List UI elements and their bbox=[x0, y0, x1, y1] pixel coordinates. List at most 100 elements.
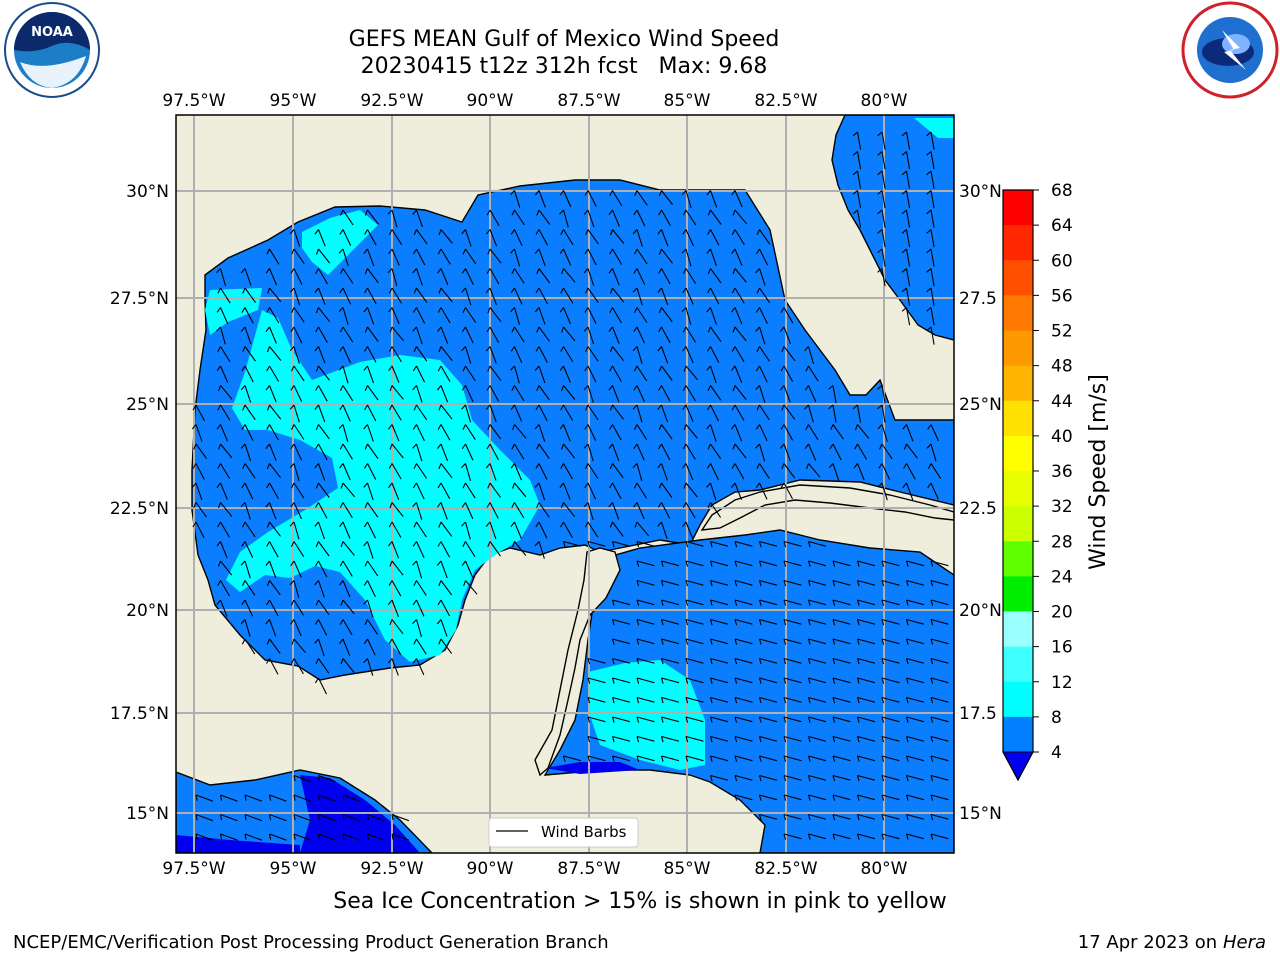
wind-barb bbox=[315, 443, 328, 461]
wind-barb bbox=[340, 209, 354, 226]
wind-barb bbox=[363, 463, 377, 480]
wind-barb bbox=[412, 326, 423, 345]
wind-barb bbox=[364, 385, 379, 401]
wind-barb bbox=[315, 599, 330, 616]
wind-barb bbox=[829, 443, 842, 461]
wind-barb bbox=[681, 307, 692, 325]
wind-barb bbox=[363, 521, 376, 539]
wind-barb bbox=[905, 677, 925, 684]
wind-barb bbox=[413, 229, 428, 245]
wind-barb bbox=[242, 580, 256, 596]
wind-barb bbox=[242, 404, 256, 421]
wind-barb bbox=[363, 482, 374, 501]
wind-barb bbox=[685, 657, 704, 665]
wind-barb bbox=[315, 385, 328, 402]
colorbar-tick-label: 8 bbox=[1051, 708, 1062, 728]
wind-barb bbox=[734, 774, 753, 782]
wind-barb bbox=[877, 151, 886, 170]
wind-barb bbox=[755, 385, 766, 403]
wind-barb bbox=[660, 599, 680, 606]
wind-barb bbox=[536, 385, 550, 401]
wind-barb bbox=[877, 209, 886, 228]
wind-barb bbox=[217, 463, 231, 480]
wind-barb bbox=[510, 346, 523, 364]
lon-label-bottom: 95°W bbox=[270, 859, 317, 879]
wind-barb bbox=[241, 365, 254, 383]
wind-barb bbox=[780, 482, 793, 500]
wind-barb bbox=[461, 326, 474, 344]
wind-barb bbox=[877, 229, 886, 248]
wind-barb bbox=[634, 190, 648, 206]
wind-barb bbox=[266, 365, 280, 382]
wind-barb bbox=[658, 424, 673, 440]
colorbar-band bbox=[1003, 330, 1033, 367]
wind-barb bbox=[291, 638, 307, 654]
wind-barb bbox=[636, 696, 655, 704]
wind-barb bbox=[560, 463, 573, 480]
wind-barb bbox=[927, 424, 940, 442]
wind-barb bbox=[389, 385, 404, 400]
wind-barb bbox=[881, 833, 900, 840]
wind-barb bbox=[783, 540, 802, 548]
wind-barb bbox=[241, 638, 256, 655]
wind-barb bbox=[658, 268, 671, 285]
wind-barb bbox=[437, 326, 449, 344]
wind-barb bbox=[363, 580, 376, 597]
wind-barb bbox=[682, 326, 696, 343]
wind-barb bbox=[632, 229, 643, 247]
wind-barb bbox=[611, 599, 631, 606]
wind-barb bbox=[584, 307, 597, 324]
wind-barb bbox=[240, 385, 252, 403]
wind-barb bbox=[265, 268, 278, 286]
lon-label-bottom: 85°W bbox=[664, 859, 711, 879]
wind-barb bbox=[340, 268, 354, 284]
wind-barb bbox=[755, 268, 766, 286]
map-frame bbox=[175, 114, 955, 854]
wind-barb bbox=[290, 268, 303, 285]
wind-barb bbox=[634, 307, 648, 323]
wind-barb bbox=[856, 696, 876, 704]
wind-barb bbox=[881, 735, 900, 743]
wind-barb bbox=[755, 424, 768, 442]
colorbar-tick-label: 16 bbox=[1051, 638, 1073, 658]
wind-barb bbox=[338, 248, 349, 267]
wind-barb bbox=[242, 521, 256, 538]
wind-barb bbox=[412, 560, 423, 579]
wind-barb bbox=[731, 229, 745, 246]
wind-barb bbox=[315, 365, 330, 381]
wind-barb bbox=[706, 346, 720, 363]
wind-barb bbox=[265, 619, 277, 637]
wind-barb bbox=[267, 287, 282, 303]
wind-barb bbox=[660, 560, 680, 567]
colorbar-tick-label: 68 bbox=[1051, 181, 1073, 201]
wind-barb bbox=[388, 229, 403, 245]
wind-barb bbox=[511, 443, 525, 460]
wind-barb bbox=[438, 404, 453, 420]
wind-barb bbox=[901, 190, 911, 209]
fast-region-gulf bbox=[226, 310, 540, 662]
wind-barb bbox=[685, 638, 704, 645]
wind-barb bbox=[512, 424, 527, 439]
wind-barb bbox=[609, 346, 625, 362]
wind-barb bbox=[832, 813, 851, 821]
wind-barb bbox=[709, 618, 729, 626]
wind-barb bbox=[783, 618, 802, 626]
wind-barb bbox=[807, 560, 827, 567]
wind-barb bbox=[364, 287, 377, 305]
wind-barb bbox=[364, 443, 379, 460]
wind-barb bbox=[485, 346, 497, 364]
wind-barb bbox=[438, 287, 453, 303]
wind-barb bbox=[734, 735, 753, 743]
wind-barb bbox=[926, 151, 935, 170]
wind-barb bbox=[608, 268, 620, 286]
wind-barb bbox=[534, 307, 546, 325]
wind-barb bbox=[241, 307, 254, 324]
wind-barb bbox=[195, 833, 214, 841]
wind-barb bbox=[193, 502, 207, 518]
wind-barb bbox=[634, 521, 650, 537]
wind-barb bbox=[832, 696, 851, 704]
wind-barb bbox=[779, 326, 792, 344]
wind-barb bbox=[854, 443, 868, 460]
wind-barb bbox=[289, 404, 300, 423]
wind-barb bbox=[734, 638, 753, 645]
